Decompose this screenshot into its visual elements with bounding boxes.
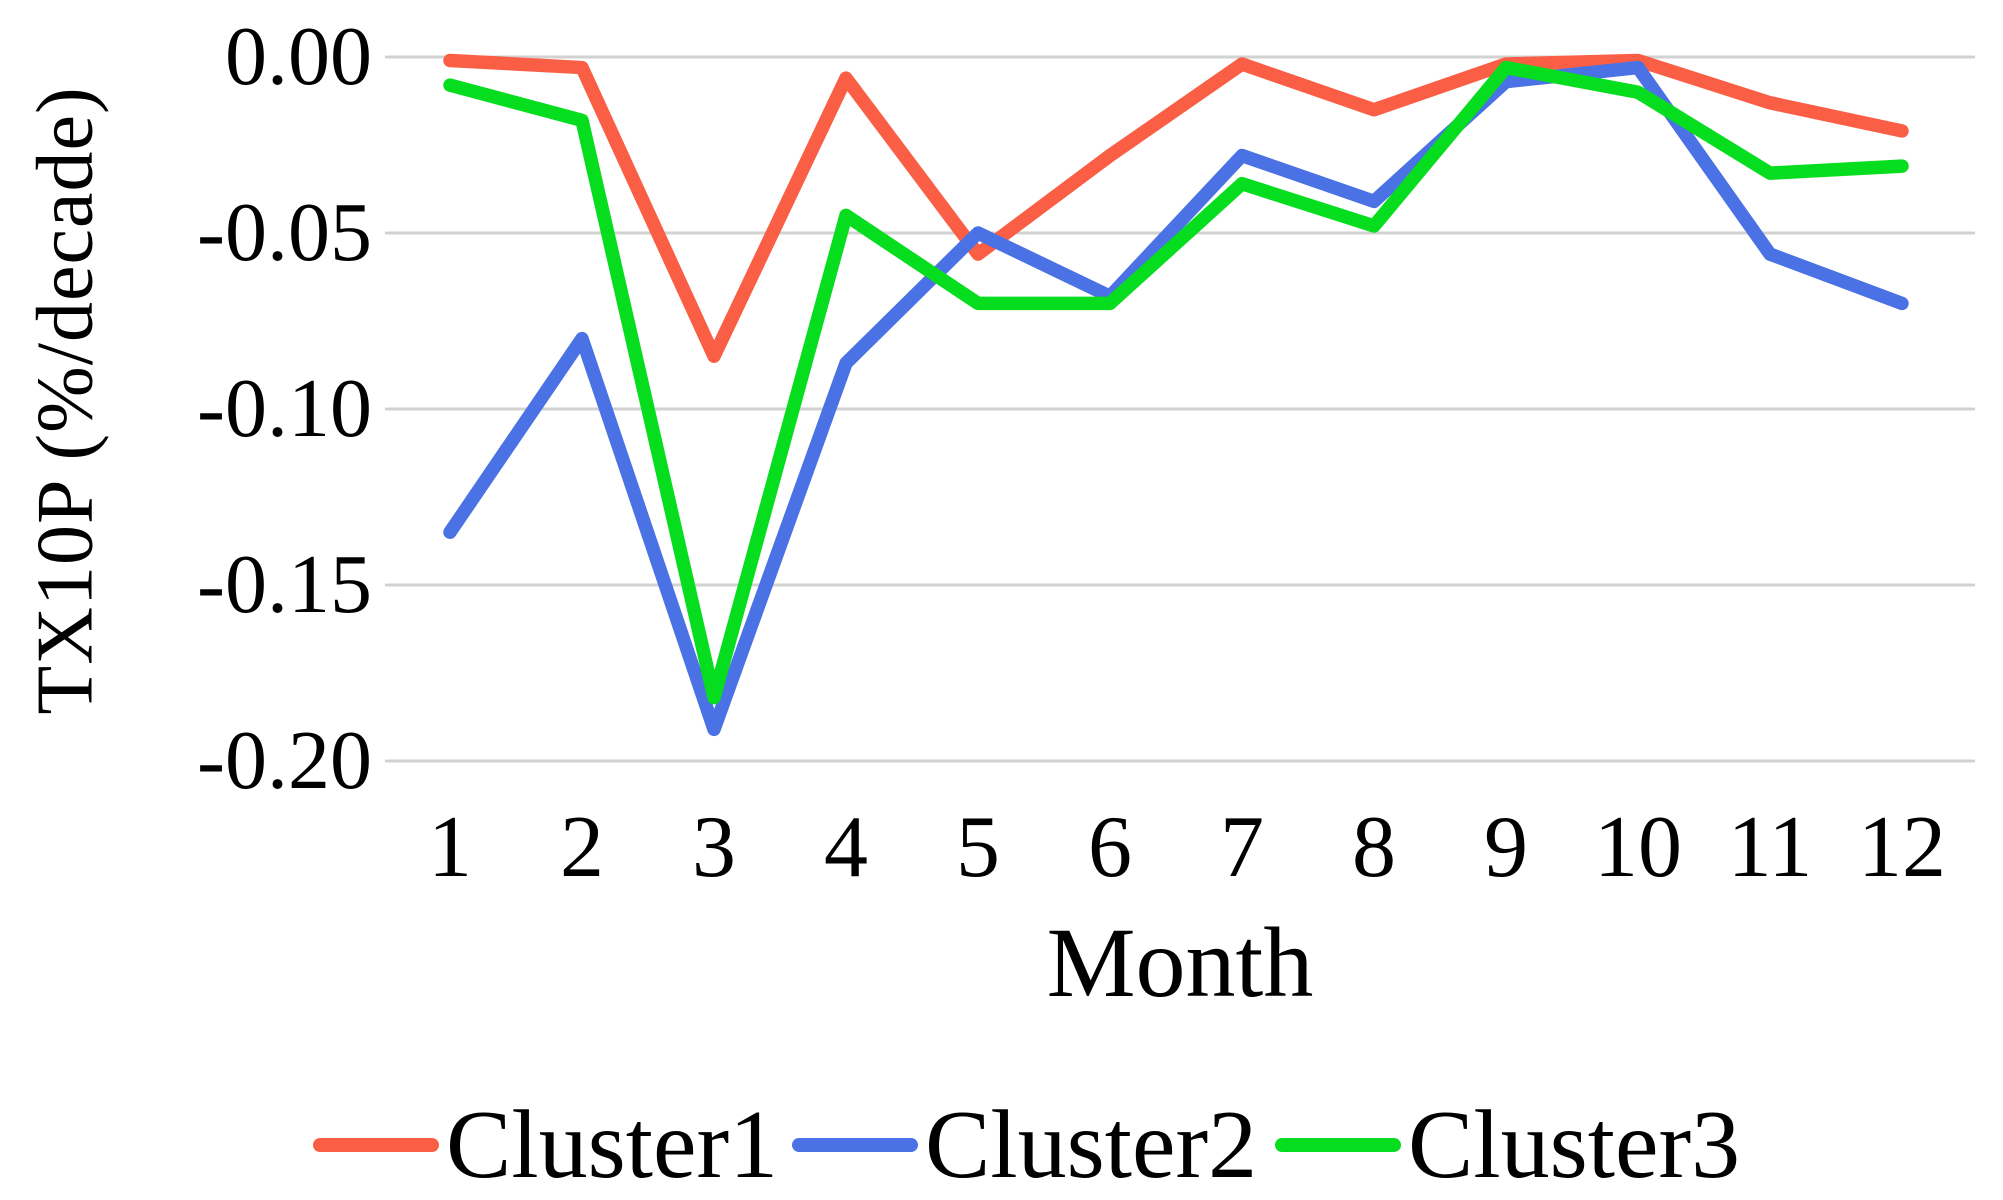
y-tick-label: 0.00 <box>225 10 372 103</box>
legend-line-cluster1-icon <box>313 1138 439 1152</box>
legend-line-cluster2-icon <box>792 1138 918 1152</box>
x-tick-label: 8 <box>1352 799 1396 896</box>
legend-line-cluster3-icon <box>1275 1138 1401 1152</box>
y-tick-label: -0.15 <box>197 538 372 631</box>
series-line-cluster2 <box>443 60 1909 737</box>
x-tick-label: 9 <box>1484 799 1528 896</box>
legend-item-cluster1: Cluster1 <box>313 1086 778 1200</box>
x-tick-label: 6 <box>1088 799 1132 896</box>
x-tick-label: 3 <box>692 799 736 896</box>
x-tick-label: 5 <box>956 799 1000 896</box>
legend-item-cluster2: Cluster2 <box>792 1086 1257 1200</box>
x-tick-label: 11 <box>1727 799 1813 896</box>
series-line-cluster1 <box>443 53 1909 363</box>
legend-label-cluster3: Cluster3 <box>1408 1091 1741 1199</box>
y-tick-label: -0.10 <box>197 362 372 455</box>
x-tick-label: 1 <box>428 799 472 896</box>
y-tick-label: -0.05 <box>197 186 372 279</box>
legend-label-cluster2: Cluster2 <box>925 1091 1258 1199</box>
legend-item-cluster3: Cluster3 <box>1275 1086 1740 1200</box>
x-tick-label: 12 <box>1858 799 1946 896</box>
x-tick-label: 2 <box>560 799 604 896</box>
x-tick-label: 7 <box>1220 799 1264 896</box>
y-axis-title-wrap: TX10P (%/decade) <box>0 40 132 760</box>
y-tick-label: -0.20 <box>197 714 372 807</box>
y-axis-title: TX10P (%/decade) <box>21 85 110 715</box>
legend-label-cluster1: Cluster1 <box>446 1091 779 1199</box>
x-tick-label: 4 <box>824 799 868 896</box>
x-tick-label: 10 <box>1594 799 1682 896</box>
x-axis-title: Month <box>1046 907 1314 1018</box>
series-line-cluster3 <box>443 60 1909 705</box>
